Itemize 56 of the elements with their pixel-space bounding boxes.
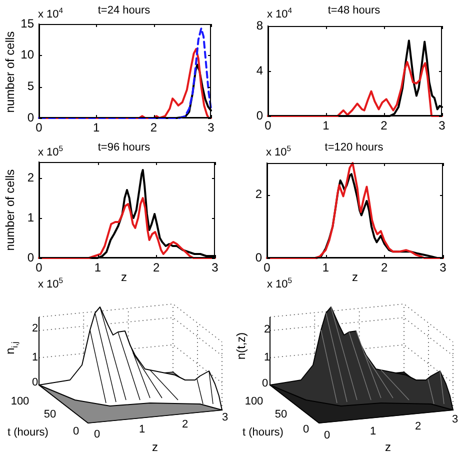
- chart-title: t=120 hours: [324, 142, 384, 154]
- y-tick-label: 5: [27, 78, 34, 93]
- x-tick-label: 3: [212, 260, 219, 275]
- y-tick-label: 1: [27, 210, 34, 224]
- text: 3: [222, 412, 228, 424]
- text: 0: [324, 430, 330, 442]
- y-tick-label: 0: [27, 250, 34, 264]
- y-tick-label: 0: [256, 108, 264, 122]
- chart-title: t=96 hours: [98, 142, 150, 154]
- x-tick-label: 2: [152, 260, 160, 275]
- x-tick-label: 2: [150, 120, 158, 135]
- x-tick-label: 1: [322, 260, 330, 275]
- text: x 10$^{5}$: [267, 276, 292, 290]
- text: x 10$^{5}$: [38, 144, 64, 158]
- text: t (hours): [242, 426, 284, 438]
- y-tick-label: 8: [256, 18, 264, 32]
- text: x 10$^{4}$: [38, 6, 64, 20]
- text: x 10$^{4}$: [267, 6, 292, 20]
- text: 100: [244, 396, 264, 408]
- x-tick-label: 3: [440, 260, 447, 275]
- chart-title: t=24 hours: [98, 4, 150, 16]
- x-tick-label: 2: [380, 260, 388, 275]
- x-axis-title: z: [121, 270, 127, 284]
- text: 1: [370, 426, 376, 438]
- text: 100: [10, 396, 30, 408]
- x-axis-title: z: [352, 270, 358, 284]
- text: 0: [94, 428, 100, 440]
- y-tick-label: 15: [20, 16, 34, 30]
- text: 2: [414, 420, 422, 432]
- x-tick-label: 2: [380, 118, 388, 133]
- text: 50: [274, 408, 288, 420]
- text: x 10$^{5}$: [266, 144, 292, 158]
- x-tick-label: 1: [94, 260, 102, 275]
- y-axis-title: number of cells: [3, 169, 17, 251]
- y-tick-label: 0: [255, 250, 262, 264]
- x-tick-label: 3: [208, 120, 215, 135]
- text: z: [385, 440, 391, 454]
- x-tick-label: 1: [322, 118, 330, 133]
- y-axis-title: number of cells: [3, 31, 17, 113]
- text: z: [152, 440, 158, 454]
- y-tick-label: 4: [256, 63, 264, 78]
- text: 2: [182, 418, 188, 430]
- text: 3: [452, 414, 458, 426]
- text: x 10$^{5}$: [38, 276, 64, 290]
- y-tick-label: 2: [255, 186, 262, 201]
- text: n(t,z): [234, 332, 248, 360]
- chart-title: t=48 hours: [328, 4, 380, 16]
- text: 0: [72, 426, 80, 438]
- text: 50: [44, 408, 56, 420]
- text: 0: [302, 424, 310, 436]
- text: 1: [138, 424, 146, 436]
- x-tick-label: 1: [92, 120, 100, 135]
- text: t (hours): [8, 426, 48, 438]
- y-tick-label: 2: [27, 170, 34, 184]
- y-tick-label: 10: [20, 48, 34, 62]
- x-tick-label: 3: [438, 118, 446, 133]
